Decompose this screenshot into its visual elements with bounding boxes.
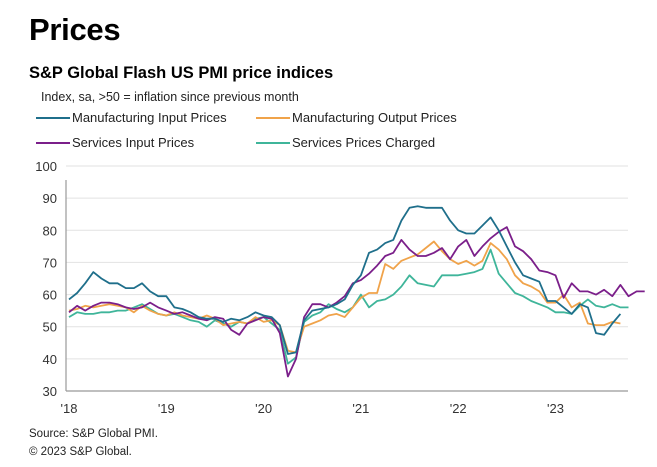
x-tick-label: '22 [450, 401, 467, 416]
series-line-services-input-prices [68, 226, 645, 378]
source-note: Source: S&P Global PMI. [29, 428, 158, 440]
copyright-note: © 2023 S&P Global. [29, 446, 132, 458]
x-tick-label: '18 [61, 401, 78, 416]
series-line-manufacturing-output-prices [68, 240, 621, 354]
y-tick-label: 40 [43, 352, 57, 367]
legend-label: Services Prices Charged [292, 135, 436, 150]
y-tick-label: 60 [43, 288, 57, 303]
chart-subtitle: Index, sa, >50 = inflation since previou… [41, 90, 299, 104]
legend-swatch-services-charged [256, 141, 290, 144]
x-axis-ticks: '18 '19 '20 '21 '22 '23 [61, 401, 564, 416]
legend-item-manufacturing-output: Manufacturing Output Prices [256, 110, 457, 125]
page-title: Prices [29, 12, 121, 47]
legend-label: Services Input Prices [72, 135, 195, 150]
legend-item-services-input: Services Input Prices [36, 135, 194, 150]
y-tick-label: 70 [43, 255, 57, 270]
gridlines [66, 165, 628, 360]
legend-swatch-manufacturing-output [256, 116, 290, 119]
series-lines [68, 205, 645, 378]
series-line-manufacturing-input-prices [68, 205, 622, 355]
y-tick-label: 80 [43, 223, 57, 238]
y-tick-label: 90 [43, 191, 57, 206]
series-line-services-prices-charged [68, 248, 629, 365]
legend-item-manufacturing-input: Manufacturing Input Prices [36, 110, 227, 125]
x-tick-label: '20 [255, 401, 272, 416]
x-tick-label: '19 [158, 401, 175, 416]
y-tick-label: 50 [43, 320, 57, 335]
legend-swatch-services-input [36, 141, 70, 144]
y-tick-label: 30 [43, 384, 57, 399]
y-axis-ticks: 30 40 50 60 70 80 90 100 [35, 159, 57, 399]
legend-label: Manufacturing Output Prices [292, 110, 457, 125]
chart-title: S&P Global Flash US PMI price indices [29, 64, 334, 82]
x-tick-label: '23 [547, 401, 564, 416]
x-tick-label: '21 [352, 401, 369, 416]
legend-label: Manufacturing Input Prices [72, 110, 227, 125]
y-tick-label: 100 [35, 159, 57, 174]
legend-item-services-charged: Services Prices Charged [256, 135, 435, 150]
legend-swatch-manufacturing-input [36, 116, 70, 119]
